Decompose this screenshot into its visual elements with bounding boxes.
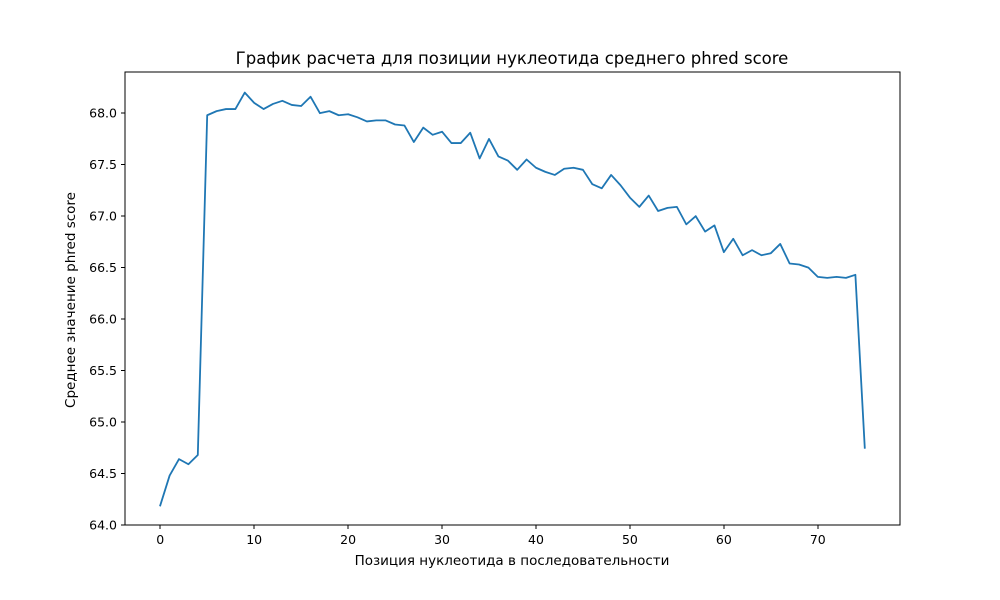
x-tick-label: 60 [716,532,732,547]
chart-title: График расчета для позиции нуклеотида ср… [236,49,789,68]
x-tick-label: 30 [434,532,450,547]
y-tick-label: 66.0 [89,312,117,327]
y-tick-label: 64.0 [89,518,117,533]
y-axis-ticks: 64.0 64.5 65.0 65.5 66.0 66.5 67.0 67.5 68.0 [89,106,125,533]
y-axis-label: Среднее значение phred score [63,192,79,408]
y-tick-label: 67.5 [89,157,117,172]
y-tick-label: 66.5 [89,260,117,275]
plot-area-frame [124,71,901,526]
x-tick-label: 10 [246,532,262,547]
x-tick-label: 40 [528,532,544,547]
y-tick-label: 65.5 [89,363,117,378]
series-layer [159,91,866,507]
series-line [159,91,866,507]
y-tick-label: 68.0 [89,106,117,121]
x-tick-label: 0 [156,532,164,547]
y-tick-label: 67.0 [89,209,117,224]
x-tick-label: 50 [622,532,638,547]
x-axis-label: Позиция нуклеотида в последовательности [355,553,670,569]
y-tick-label: 65.0 [89,415,117,430]
x-tick-label: 20 [340,532,356,547]
y-tick-label: 64.5 [89,466,117,481]
x-tick-label: 70 [810,532,826,547]
x-axis-ticks: 0 10 20 30 40 50 60 70 [156,525,826,547]
